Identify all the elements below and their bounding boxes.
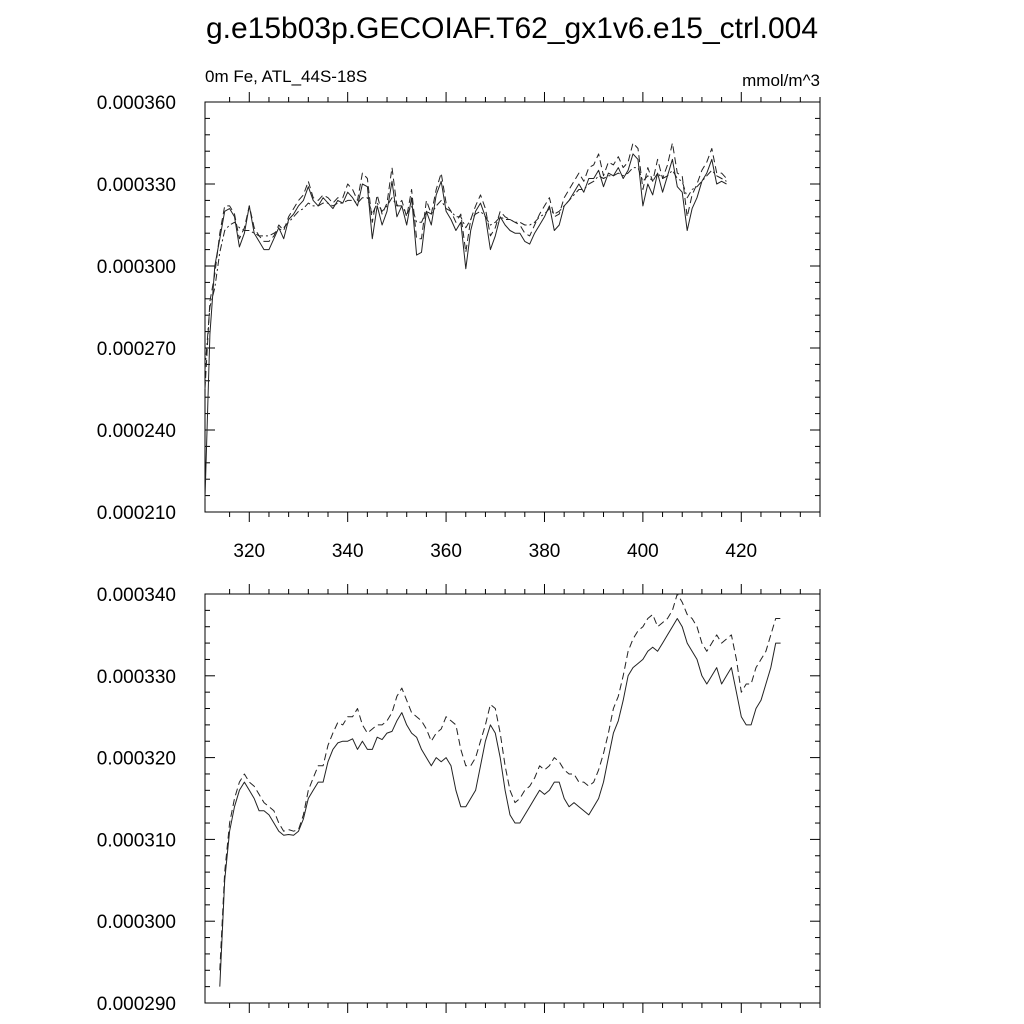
x-tick-label: 360 <box>430 541 462 562</box>
y-tick-label: 0.000240 <box>97 421 176 442</box>
y-tick-label: 0.000300 <box>97 257 176 278</box>
x-tick-label: 320 <box>233 541 265 562</box>
y-tick-label: 0.000320 <box>97 749 176 770</box>
x-tick-label: 380 <box>529 541 561 562</box>
bottom-panel: 0.000290 0.000300 0.000310 0.000320 0.000330… <box>97 584 821 1015</box>
y-tick-label: 0.000290 <box>97 994 176 1015</box>
y-tick-label: 0.000210 <box>97 503 176 524</box>
plot-frame <box>204 593 821 1004</box>
y-tick-label: 0.000360 <box>97 93 176 114</box>
chart-title: g.e15b03p.GECOIAF.T62_gx1v6.e15_ctrl.004 <box>206 12 818 45</box>
y-tick-label: 0.000270 <box>97 339 176 360</box>
subtitle-left: 0m Fe, ATL_44S-18S <box>205 67 367 86</box>
top-panel: 0.000210 0.000240 0.000270 0.000300 0.000330… <box>97 67 821 562</box>
plot-frame <box>204 101 821 513</box>
series-line-dashdot <box>204 167 727 370</box>
x-tick-label: 420 <box>725 541 757 562</box>
y-tick-label: 0.000300 <box>97 912 176 933</box>
y-tick-label: 0.000310 <box>97 830 176 851</box>
y-tick-label: 0.000330 <box>97 175 176 196</box>
subtitle-right: mmol/m^3 <box>742 71 820 90</box>
x-tick-label: 400 <box>627 541 659 562</box>
series-line-solid <box>204 153 727 499</box>
y-tick-label: 0.000330 <box>97 667 176 688</box>
y-tick-label: 0.000340 <box>97 585 176 606</box>
x-tick-label: 340 <box>332 541 364 562</box>
series-line-dashed <box>219 593 781 971</box>
series-line-dashed <box>204 142 727 390</box>
series-line-solid <box>219 618 781 987</box>
